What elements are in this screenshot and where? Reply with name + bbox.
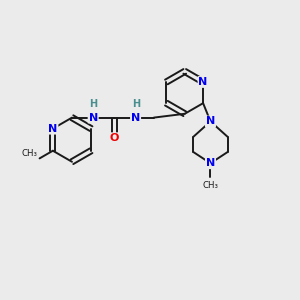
Text: H: H	[89, 99, 98, 110]
Text: N: N	[131, 112, 140, 123]
Text: CH₃: CH₃	[21, 149, 37, 158]
Text: N: N	[206, 116, 215, 126]
Text: N: N	[206, 158, 215, 168]
Text: N: N	[88, 112, 98, 123]
Text: O: O	[110, 133, 119, 143]
Text: H: H	[132, 99, 140, 110]
Text: N: N	[48, 124, 58, 134]
Text: N: N	[199, 77, 208, 87]
Text: CH₃: CH₃	[202, 181, 218, 190]
